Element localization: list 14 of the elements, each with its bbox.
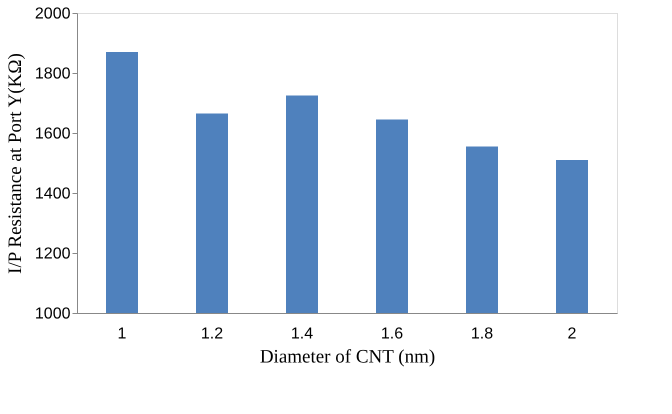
x-tick-label: 1.8 <box>470 326 494 342</box>
x-tick-label: 1.6 <box>380 326 404 342</box>
y-tick-label: 1200 <box>34 246 71 262</box>
x-tick-label: 1 <box>118 326 127 342</box>
x-tick-label: 2 <box>568 326 577 342</box>
y-tick-label: 1000 <box>34 306 71 322</box>
y-tick-label: 2000 <box>34 6 71 22</box>
x-axis-title: Diameter of CNT (nm) <box>260 346 436 368</box>
x-tick-label: 1.2 <box>200 326 224 342</box>
y-tick-label: 1600 <box>34 126 71 142</box>
x-tick-label: 1.4 <box>290 326 314 342</box>
y-tick-label: 1400 <box>34 186 71 202</box>
y-tick-label: 1800 <box>34 66 71 82</box>
y-axis-title: I/P Resistance at Port Y(KΩ) <box>4 53 26 274</box>
